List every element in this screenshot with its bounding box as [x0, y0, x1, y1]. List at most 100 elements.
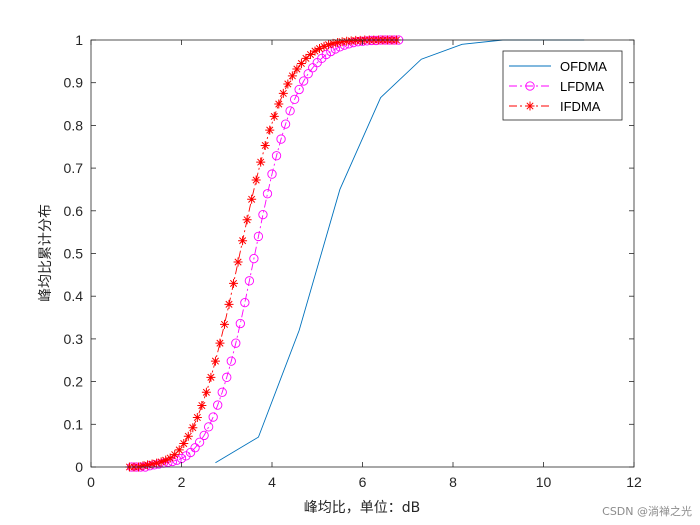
x-tick-label: 10: [536, 474, 552, 490]
y-tick-label: 0.1: [64, 416, 84, 432]
series-ifdma: [124, 35, 401, 472]
y-axis-label: 峰均比累计分布: [38, 204, 54, 302]
y-tick-label: 0.5: [64, 246, 84, 262]
y-tick-label: 0: [75, 459, 83, 475]
data-point-ifdma: [328, 38, 338, 48]
data-point-ifdma: [197, 401, 207, 411]
data-point-lfdma: [271, 151, 282, 161]
data-point-ifdma: [301, 53, 311, 63]
legend-marker-ifdma: [525, 101, 535, 111]
data-point-lfdma: [199, 430, 209, 441]
data-point-ifdma: [238, 236, 248, 246]
x-tick-label: 2: [178, 474, 186, 490]
data-point-lfdma: [276, 134, 286, 144]
data-point-ifdma: [188, 423, 198, 433]
data-point-lfdma: [194, 437, 205, 447]
data-point-ifdma: [206, 372, 216, 382]
data-point-ifdma: [278, 88, 288, 98]
data-point-ifdma: [315, 44, 325, 54]
data-point-lfdma: [285, 106, 295, 116]
data-point-lfdma: [244, 276, 255, 286]
y-tick-label: 0.4: [64, 288, 84, 304]
data-point-ifdma: [310, 46, 320, 56]
y-tick-label: 0.9: [64, 75, 84, 91]
data-point-lfdma: [190, 443, 200, 453]
legend-label-ofdma: OFDMA: [560, 59, 607, 74]
data-point-lfdma: [299, 76, 309, 86]
data-point-ifdma: [333, 38, 343, 48]
legend-label-lfdma: LFDMA: [560, 79, 604, 94]
data-point-ifdma: [269, 111, 279, 121]
legend: OFDMA LFDMA IFDMA: [502, 50, 623, 121]
data-point-ifdma: [265, 125, 275, 135]
data-point-lfdma: [294, 84, 304, 95]
data-point-ifdma: [219, 319, 229, 329]
data-point-lfdma: [240, 297, 250, 308]
x-axis-label: 峰均比，单位：dB: [304, 500, 421, 516]
y-tick-label: 0.7: [64, 160, 84, 176]
data-point-lfdma: [208, 412, 218, 422]
data-point-ifdma: [156, 457, 166, 467]
data-point-ifdma: [224, 299, 234, 309]
data-point-lfdma: [289, 94, 300, 105]
legend-label-ifdma: IFDMA: [560, 99, 601, 114]
data-point-ifdma: [229, 278, 239, 288]
data-point-ifdma: [342, 36, 352, 46]
data-point-lfdma: [262, 189, 273, 199]
data-point-ifdma: [161, 455, 171, 465]
data-point-ifdma: [215, 338, 225, 348]
x-tick-label: 0: [87, 474, 95, 490]
y-tick-label: 0.8: [64, 117, 84, 133]
data-point-lfdma: [217, 387, 227, 397]
data-point-lfdma: [222, 372, 232, 382]
data-point-ifdma: [233, 257, 243, 267]
data-point-ifdma: [152, 458, 162, 468]
data-point-lfdma: [253, 231, 264, 242]
data-point-ifdma: [192, 412, 202, 422]
data-point-lfdma: [303, 69, 313, 79]
data-point-ifdma: [242, 215, 252, 225]
data-point-ifdma: [355, 35, 365, 45]
data-point-ifdma: [251, 175, 261, 185]
data-point-lfdma: [203, 422, 214, 432]
data-point-lfdma: [231, 338, 241, 348]
data-point-ifdma: [174, 445, 184, 455]
data-point-ifdma: [305, 50, 315, 60]
data-point-lfdma: [267, 169, 277, 179]
data-point-ifdma: [346, 36, 356, 46]
data-point-lfdma: [321, 49, 331, 60]
legend-box: [502, 50, 623, 121]
data-point-ifdma: [260, 140, 270, 150]
y-tick-label: 1: [75, 32, 83, 48]
data-point-ifdma: [201, 387, 211, 397]
data-point-lfdma: [249, 253, 259, 264]
data-point-lfdma: [235, 318, 245, 329]
x-tick-label: 6: [359, 474, 367, 490]
data-point-ifdma: [283, 79, 293, 89]
data-point-ifdma: [274, 99, 284, 109]
data-point-ifdma: [247, 194, 257, 204]
data-point-ifdma: [165, 453, 175, 463]
legend-marker-lfdma: [525, 81, 535, 91]
y-tick-label: 0.2: [64, 374, 84, 390]
y-tick-label: 0.6: [64, 203, 84, 219]
data-point-ifdma: [296, 58, 306, 68]
data-point-ifdma: [143, 460, 153, 470]
series-layer: [124, 35, 585, 472]
data-point-ifdma: [319, 41, 329, 51]
x-tick-label: 8: [449, 474, 457, 490]
x-tick-label: 4: [268, 474, 276, 490]
data-point-lfdma: [213, 400, 223, 410]
data-point-ifdma: [170, 450, 180, 460]
data-point-ifdma: [138, 461, 148, 471]
data-point-ifdma: [287, 71, 297, 81]
x-tick-label: 12: [626, 474, 642, 490]
data-point-ifdma: [179, 439, 189, 449]
data-point-ifdma: [292, 64, 302, 74]
watermark-text: CSDN @淌禅之光: [602, 505, 692, 518]
data-point-ifdma: [147, 459, 157, 469]
data-point-lfdma: [258, 209, 268, 220]
data-point-ifdma: [210, 356, 220, 366]
data-point-lfdma: [226, 356, 236, 366]
data-point-ifdma: [337, 37, 347, 47]
